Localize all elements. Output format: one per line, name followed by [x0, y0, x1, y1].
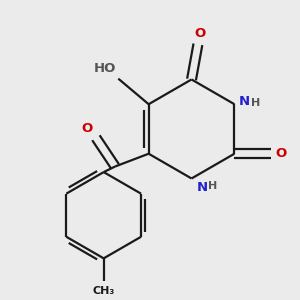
Text: H: H — [251, 98, 260, 108]
Text: O: O — [82, 122, 93, 135]
Text: N: N — [196, 181, 207, 194]
Text: HO: HO — [93, 62, 116, 75]
Text: O: O — [194, 28, 205, 40]
Text: CH₃: CH₃ — [93, 286, 115, 296]
Text: N: N — [239, 94, 250, 107]
Text: H: H — [208, 181, 218, 191]
Text: O: O — [275, 147, 286, 160]
